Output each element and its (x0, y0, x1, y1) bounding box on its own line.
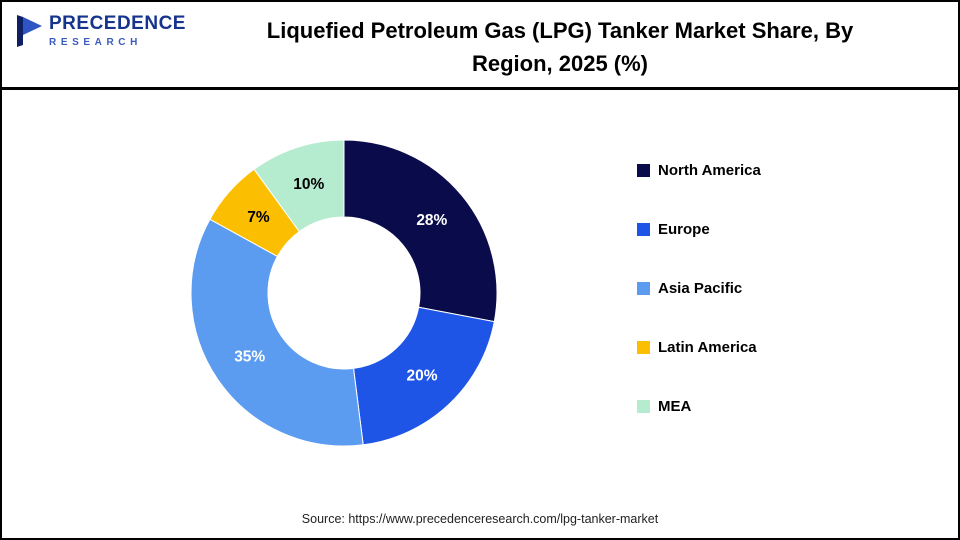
slice-value-label: 20% (407, 368, 438, 385)
slice-value-label: 10% (293, 176, 324, 193)
logo-text: PRECEDENCE RESEARCH (49, 13, 186, 48)
precedence-logo: PRECEDENCE RESEARCH (14, 13, 186, 48)
legend-item-asia-pacific: Asia Pacific (637, 278, 761, 298)
donut-slice-asia-pacific (190, 218, 364, 447)
legend-label: Europe (658, 220, 710, 238)
legend-item-north-america: North America (637, 160, 761, 180)
legend-swatch (637, 222, 650, 236)
legend-swatch (637, 340, 650, 354)
precedence-logo-icon (17, 15, 42, 47)
legend-item-mea: MEA (637, 396, 761, 416)
slice-value-label: 28% (416, 212, 447, 229)
header: PRECEDENCE RESEARCH Liquefied Petroleum … (2, 2, 958, 90)
chart-title-line2: Region, 2025 (%) (471, 51, 649, 76)
chart-title-line1: Liquefied Petroleum Gas (LPG) Tanker Mar… (266, 18, 854, 43)
logo-text-research: RESEARCH (49, 36, 142, 48)
donut-slice-europe (352, 306, 495, 446)
legend-item-europe: Europe (637, 219, 761, 239)
logo-text-precedence: PRECEDENCE (49, 13, 186, 34)
legend: North America Europe Asia Pacific Latin Ame… (637, 160, 761, 455)
footer: Source: https://www.precedenceresearch.c… (2, 512, 958, 526)
legend-label: North America (658, 161, 761, 179)
legend-label: MEA (658, 397, 692, 415)
chart-area: 28% 20% 35% 7% 10% North America Europe Asia P… (2, 90, 958, 497)
legend-swatch (637, 163, 650, 177)
donut-chart: 28% 20% 35% 7% 10% (190, 139, 498, 447)
legend-item-latin-america: Latin America (637, 337, 761, 357)
legend-label: Asia Pacific (658, 279, 743, 297)
donut-slice-north-america (343, 139, 498, 323)
slice-value-label: 7% (247, 209, 270, 226)
source-text: Source: https://www.precedenceresearch.c… (301, 512, 659, 526)
chart-title: Liquefied Petroleum Gas (LPG) Tanker Mar… (172, 14, 948, 80)
legend-swatch (637, 399, 650, 413)
legend-swatch (637, 281, 650, 295)
legend-label: Latin America (658, 338, 757, 356)
donut-slice-mea (253, 139, 345, 233)
slice-value-label: 35% (234, 349, 265, 366)
